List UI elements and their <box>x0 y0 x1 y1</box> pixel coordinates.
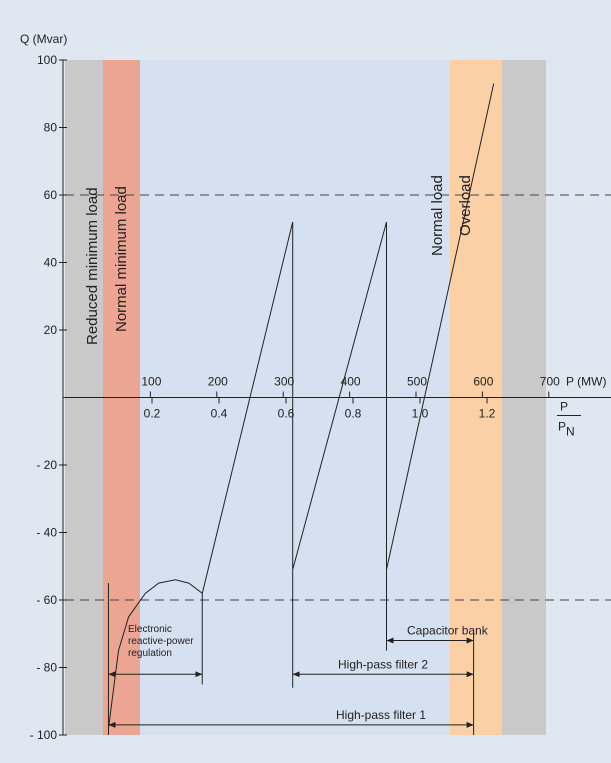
mw-tick-label: 700 <box>540 375 560 389</box>
mw-tick-label: 600 <box>473 375 493 389</box>
pu-tick-label: 0.8 <box>345 407 362 421</box>
y-tick-label: - 40 <box>36 526 57 540</box>
pu-tick-label: 0.4 <box>211 407 228 421</box>
y-tick-label: - 80 <box>36 661 57 675</box>
y-tick-label: - 100 <box>30 728 58 742</box>
pu-label-denominator-sub: N <box>566 425 575 439</box>
y-tick-label: 60 <box>44 188 58 202</box>
high-pass-filter-2-label: High-pass filter 2 <box>338 657 428 671</box>
high-pass-filter-1-label: High-pass filter 1 <box>336 708 426 722</box>
pu-tick-label: 0.2 <box>144 407 161 421</box>
mw-tick-label: 400 <box>341 375 361 389</box>
zone-label-normal: Normal load <box>429 175 446 256</box>
q-curve-line <box>108 83 495 729</box>
mw-tick-label: 500 <box>407 375 427 389</box>
reference-lines <box>65 194 611 601</box>
pu-tick-label: 0.6 <box>278 407 295 421</box>
range-indicators <box>107 569 475 735</box>
zone-label-overload: Overload <box>457 175 474 236</box>
mw-tick-label: 200 <box>208 375 228 389</box>
y-tick-label: 20 <box>44 323 58 337</box>
zone-label-reduced: Reduced minimum load <box>84 187 101 345</box>
y-tick-label: - 60 <box>36 593 57 607</box>
pu-label-denominator: P <box>558 420 566 434</box>
q-curve <box>108 83 495 729</box>
y-tick-label: 100 <box>37 53 57 67</box>
zone-label-normal-min: Normal minimum load <box>113 186 130 332</box>
regulation-label-1: Electronic <box>128 624 172 635</box>
y-tick-label: - 20 <box>36 458 57 472</box>
pu-label-numerator: P <box>560 400 568 414</box>
mw-tick-label: 300 <box>274 375 294 389</box>
capacitor-bank-label: Capacitor bank <box>407 624 489 638</box>
regulation-label-2: reactive-power <box>128 636 194 647</box>
y-tick-label: 40 <box>44 256 58 270</box>
y-axis-label: Q (Mvar) <box>20 32 67 46</box>
chart-labels: Reduced minimum load Normal minimum load N… <box>84 175 489 722</box>
mw-tick-label: 100 <box>141 375 161 389</box>
axes: Q (Mvar) 100 80 60 40 20 - 20 - 40 - 60 - 80 - 100… <box>20 32 611 742</box>
pu-tick-label: 1.0 <box>412 407 429 421</box>
mw-axis-label: P (MW) <box>566 375 606 389</box>
y-tick-label: 80 <box>44 121 58 135</box>
pu-tick-label: 1.2 <box>479 407 496 421</box>
regulation-label-3: regulation <box>128 648 172 659</box>
